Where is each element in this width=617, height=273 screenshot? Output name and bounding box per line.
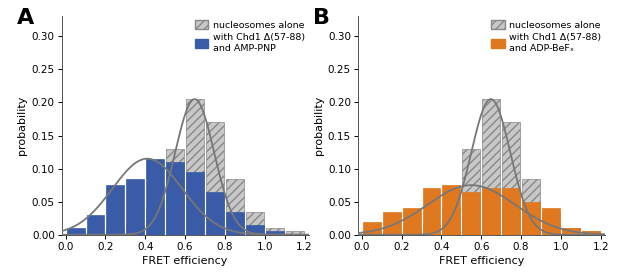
Bar xyxy=(67,228,85,235)
Bar xyxy=(423,188,441,235)
Bar xyxy=(522,202,540,235)
Bar xyxy=(206,122,224,235)
Bar xyxy=(542,208,560,235)
Bar xyxy=(186,172,204,235)
Legend: nucleosomes alone, with Chd1 Δ(57-88)
and AMP-PNP: nucleosomes alone, with Chd1 Δ(57-88) an… xyxy=(191,16,309,57)
Y-axis label: probability: probability xyxy=(17,96,28,155)
Bar xyxy=(383,232,400,235)
Bar xyxy=(226,179,244,235)
Legend: nucleosomes alone, with Chd1 Δ(57-88)
and ADP-BeFₓ: nucleosomes alone, with Chd1 Δ(57-88) an… xyxy=(487,16,605,57)
Bar xyxy=(107,228,125,235)
Bar xyxy=(146,159,164,235)
Y-axis label: probability: probability xyxy=(313,96,324,155)
Bar xyxy=(423,225,441,235)
Bar xyxy=(246,212,263,235)
Bar xyxy=(482,188,500,235)
Bar xyxy=(166,149,184,235)
Bar xyxy=(462,192,480,235)
Bar xyxy=(86,215,104,235)
Bar xyxy=(126,225,144,235)
Bar xyxy=(502,188,520,235)
Bar xyxy=(462,149,480,235)
Bar xyxy=(542,212,560,235)
Bar xyxy=(442,185,460,235)
Text: A: A xyxy=(17,8,35,28)
Bar xyxy=(403,228,421,235)
Bar xyxy=(67,232,85,235)
X-axis label: FRET efficiency: FRET efficiency xyxy=(439,256,524,266)
Bar xyxy=(266,232,284,235)
Bar xyxy=(246,225,263,235)
Bar xyxy=(403,208,421,235)
Bar xyxy=(107,185,125,235)
Bar xyxy=(146,208,164,235)
Bar xyxy=(562,228,580,235)
Bar xyxy=(266,228,284,235)
Bar xyxy=(126,179,144,235)
Bar xyxy=(383,212,400,235)
Bar xyxy=(286,232,304,235)
Bar xyxy=(166,162,184,235)
Bar xyxy=(502,122,520,235)
X-axis label: FRET efficiency: FRET efficiency xyxy=(143,256,228,266)
Bar xyxy=(562,228,580,235)
Bar xyxy=(363,232,381,235)
Text: B: B xyxy=(313,8,331,28)
Bar xyxy=(186,99,204,235)
Bar xyxy=(86,232,104,235)
Bar xyxy=(482,99,500,235)
Bar xyxy=(206,192,224,235)
Bar xyxy=(582,232,600,235)
Bar xyxy=(442,208,460,235)
Bar xyxy=(226,212,244,235)
Bar xyxy=(582,232,600,235)
Bar xyxy=(522,179,540,235)
Bar xyxy=(363,222,381,235)
